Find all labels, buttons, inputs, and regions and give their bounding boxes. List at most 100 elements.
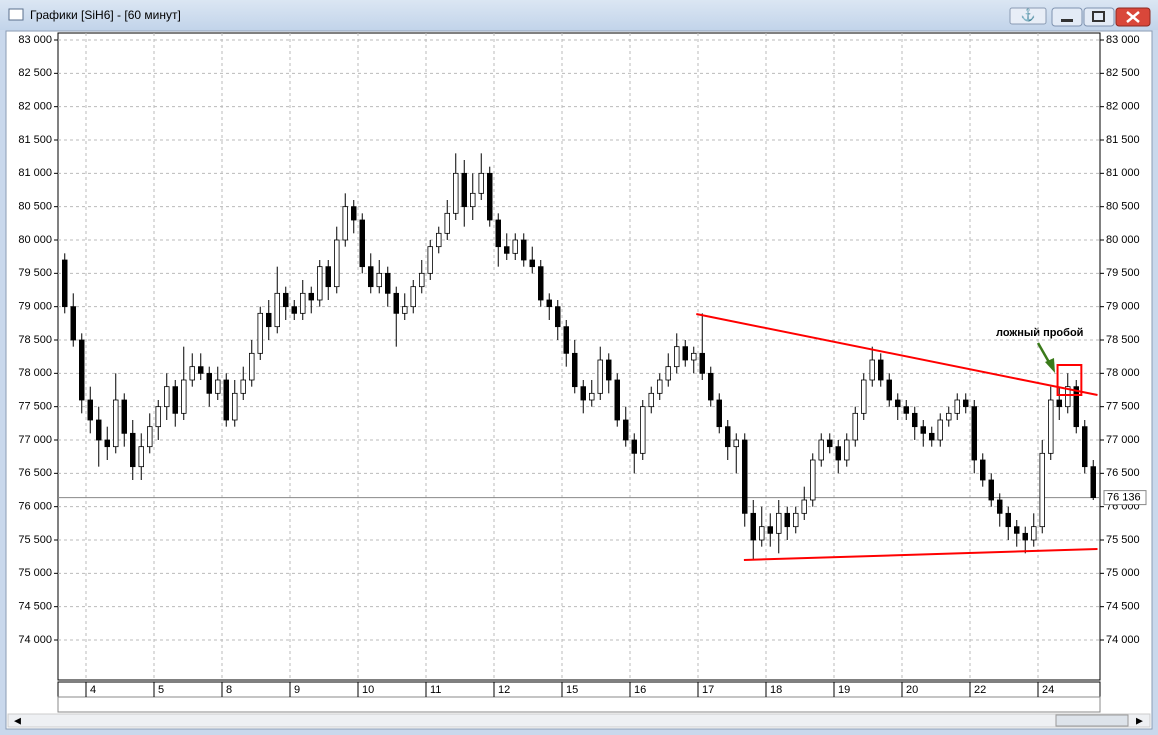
y-tick-label: 79 500 [18, 267, 52, 279]
candle-body [87, 399, 93, 421]
y2-tick-label: 74 500 [1106, 601, 1140, 613]
candle-body [640, 406, 646, 454]
y-tick-label: 80 000 [18, 234, 52, 246]
anchor-button[interactable] [1009, 7, 1047, 25]
candle-body [164, 386, 170, 408]
y2-tick-label: 81 000 [1106, 167, 1140, 179]
y-tick-label: 78 000 [18, 367, 52, 379]
y-tick-label: 80 500 [18, 201, 52, 213]
candle-body [1082, 426, 1088, 468]
candle-body [342, 206, 348, 241]
annotation-text: ложный пробой [996, 327, 1083, 339]
scroll-left[interactable]: ◀ [14, 715, 21, 725]
candle-body [716, 399, 722, 428]
x-tick-label: 4 [90, 684, 96, 696]
candle-body [487, 172, 493, 221]
candle-body [130, 432, 136, 468]
candle-body [963, 399, 969, 408]
candle-body [682, 346, 688, 361]
y-tick-label: 76 500 [18, 467, 52, 479]
candle-body [648, 392, 654, 408]
candle-body [427, 246, 433, 274]
minimize-button[interactable] [1051, 7, 1083, 27]
y-tick-label: 75 000 [18, 567, 52, 579]
title-bar [0, 0, 1158, 30]
candle-body [665, 366, 671, 381]
x-tick-label: 10 [362, 684, 374, 696]
candle-body [215, 379, 221, 394]
x-tick-label: 17 [702, 684, 714, 696]
y-tick-label: 77 500 [18, 401, 52, 413]
candle-body [555, 306, 561, 328]
x-tick-label: 24 [1042, 684, 1054, 696]
candle-body [419, 272, 425, 288]
candle-body [393, 292, 399, 314]
y2-tick-label: 75 000 [1106, 567, 1140, 579]
x-tick-label: 11 [430, 684, 441, 696]
scroll-right[interactable]: ▶ [1136, 715, 1143, 725]
candle-body [461, 172, 467, 208]
annotation-arrow [1036, 342, 1052, 365]
y-tick-label: 76 000 [18, 501, 52, 513]
candle-body [521, 239, 527, 261]
candle-body [334, 239, 340, 288]
candle-body [240, 379, 246, 394]
candle-body [988, 479, 994, 501]
candle-body [818, 439, 824, 461]
candle-body [325, 266, 331, 288]
y-tick-label: 81 500 [18, 134, 52, 146]
candle-body [606, 359, 612, 381]
candle-body [997, 499, 1003, 514]
maximize-icon [1092, 11, 1105, 22]
candle-body [674, 346, 680, 368]
y2-tick-label: 74 000 [1106, 634, 1140, 646]
candle-body [776, 512, 782, 534]
scroll-thumb[interactable] [1055, 714, 1129, 727]
candle-body [308, 292, 314, 301]
candle-body [478, 172, 484, 194]
candle-body [181, 379, 187, 414]
candle-body [580, 386, 586, 401]
candle-body [767, 526, 773, 534]
window-icon [8, 8, 24, 21]
candle-body [869, 359, 875, 381]
maximize-button[interactable] [1083, 7, 1115, 27]
candle-body [79, 339, 85, 401]
candle-body [946, 412, 952, 421]
candle-body [385, 272, 391, 294]
candle-body [852, 412, 858, 441]
candle-body [512, 239, 518, 254]
y2-tick-label: 83 000 [1106, 34, 1140, 46]
trend-line [696, 313, 1098, 396]
candle-body [827, 439, 833, 448]
x-tick-label: 15 [566, 684, 578, 696]
candle-body [359, 219, 365, 268]
candle-body [1031, 526, 1037, 541]
candle-body [810, 459, 816, 501]
candle-body [529, 259, 535, 268]
y-tick-label: 83 000 [18, 34, 52, 46]
candle-body [257, 312, 263, 354]
candle-body [113, 399, 119, 448]
candle-body [538, 266, 544, 301]
scrollbar[interactable] [7, 713, 1151, 728]
y2-tick-label: 75 500 [1106, 534, 1140, 546]
y2-tick-label: 81 500 [1106, 134, 1140, 146]
candle-body [631, 439, 637, 454]
y-tick-label: 77 000 [18, 434, 52, 446]
candle-body [878, 359, 884, 381]
candle-body [886, 379, 892, 401]
y2-tick-label: 76 000 [1106, 501, 1140, 513]
candle-body [759, 526, 765, 541]
y-tick-label: 82 000 [18, 101, 52, 113]
candle-body [597, 359, 603, 394]
last-price-box [1103, 490, 1147, 506]
candle-body [708, 372, 714, 401]
y2-tick-label: 78 500 [1106, 334, 1140, 346]
x-tick-label: 8 [226, 684, 232, 696]
y-tick-label: 82 500 [18, 67, 52, 79]
candle-body [223, 379, 229, 421]
close-icon [1126, 11, 1140, 23]
candle-body [291, 306, 297, 314]
y2-tick-label: 77 500 [1106, 401, 1140, 413]
